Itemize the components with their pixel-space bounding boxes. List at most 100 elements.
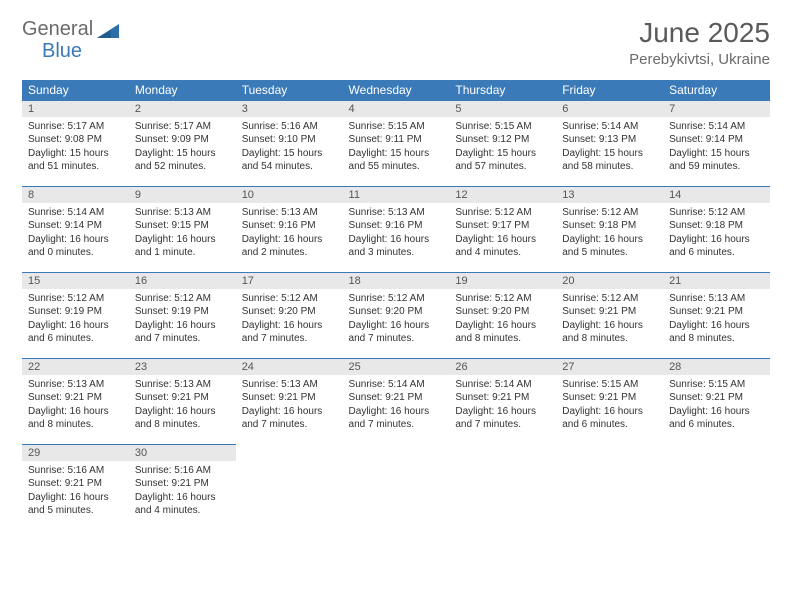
daylight1-text: Daylight: 16 hours xyxy=(242,233,337,247)
daylight1-text: Daylight: 16 hours xyxy=(455,233,550,247)
day-number: 9 xyxy=(129,186,236,203)
day-number: 20 xyxy=(556,272,663,289)
day-body: Sunrise: 5:13 AMSunset: 9:15 PMDaylight:… xyxy=(129,203,236,266)
sunset-text: Sunset: 9:18 PM xyxy=(562,219,657,233)
week-row: 1Sunrise: 5:17 AMSunset: 9:08 PMDaylight… xyxy=(22,100,770,186)
daylight2-text: and 52 minutes. xyxy=(135,160,230,174)
sunset-text: Sunset: 9:08 PM xyxy=(28,133,123,147)
day-number: 28 xyxy=(663,358,770,375)
sunset-text: Sunset: 9:13 PM xyxy=(562,133,657,147)
day-cell: 21Sunrise: 5:13 AMSunset: 9:21 PMDayligh… xyxy=(663,272,770,358)
day-cell: 30Sunrise: 5:16 AMSunset: 9:21 PMDayligh… xyxy=(129,444,236,530)
day-number: 11 xyxy=(343,186,450,203)
day-cell: 23Sunrise: 5:13 AMSunset: 9:21 PMDayligh… xyxy=(129,358,236,444)
daylight2-text: and 7 minutes. xyxy=(349,418,444,432)
daylight2-text: and 6 minutes. xyxy=(669,418,764,432)
day-number: 26 xyxy=(449,358,556,375)
day-cell: 8Sunrise: 5:14 AMSunset: 9:14 PMDaylight… xyxy=(22,186,129,272)
daylight1-text: Daylight: 16 hours xyxy=(349,405,444,419)
day-number: 5 xyxy=(449,100,556,117)
sunrise-text: Sunrise: 5:13 AM xyxy=(349,206,444,220)
day-cell: 2Sunrise: 5:17 AMSunset: 9:09 PMDaylight… xyxy=(129,100,236,186)
sunset-text: Sunset: 9:21 PM xyxy=(28,477,123,491)
day-body: Sunrise: 5:16 AMSunset: 9:21 PMDaylight:… xyxy=(22,461,129,524)
sunrise-text: Sunrise: 5:12 AM xyxy=(242,292,337,306)
daylight2-text: and 59 minutes. xyxy=(669,160,764,174)
day-cell: 7Sunrise: 5:14 AMSunset: 9:14 PMDaylight… xyxy=(663,100,770,186)
daylight2-text: and 7 minutes. xyxy=(455,418,550,432)
day-body: Sunrise: 5:12 AMSunset: 9:19 PMDaylight:… xyxy=(129,289,236,352)
day-number: 4 xyxy=(343,100,450,117)
sunset-text: Sunset: 9:21 PM xyxy=(562,305,657,319)
sunset-text: Sunset: 9:14 PM xyxy=(669,133,764,147)
daylight2-text: and 8 minutes. xyxy=(28,418,123,432)
daylight1-text: Daylight: 16 hours xyxy=(242,405,337,419)
day-cell: 12Sunrise: 5:12 AMSunset: 9:17 PMDayligh… xyxy=(449,186,556,272)
daylight2-text: and 58 minutes. xyxy=(562,160,657,174)
logo: General Blue xyxy=(22,18,119,41)
day-cell: 20Sunrise: 5:12 AMSunset: 9:21 PMDayligh… xyxy=(556,272,663,358)
sunrise-text: Sunrise: 5:12 AM xyxy=(562,206,657,220)
day-number: 2 xyxy=(129,100,236,117)
sunrise-text: Sunrise: 5:14 AM xyxy=(28,206,123,220)
daylight1-text: Daylight: 16 hours xyxy=(669,233,764,247)
sunrise-text: Sunrise: 5:14 AM xyxy=(562,120,657,134)
day-cell: 3Sunrise: 5:16 AMSunset: 9:10 PMDaylight… xyxy=(236,100,343,186)
day-number: 15 xyxy=(22,272,129,289)
day-number: 24 xyxy=(236,358,343,375)
daylight2-text: and 8 minutes. xyxy=(669,332,764,346)
week-row: 8Sunrise: 5:14 AMSunset: 9:14 PMDaylight… xyxy=(22,186,770,272)
day-body: Sunrise: 5:14 AMSunset: 9:14 PMDaylight:… xyxy=(22,203,129,266)
day-cell: 19Sunrise: 5:12 AMSunset: 9:20 PMDayligh… xyxy=(449,272,556,358)
sunrise-text: Sunrise: 5:12 AM xyxy=(135,292,230,306)
sunset-text: Sunset: 9:21 PM xyxy=(455,391,550,405)
logo-text-blue: Blue xyxy=(42,40,82,63)
logo-triangle-icon xyxy=(97,22,119,38)
daylight2-text: and 55 minutes. xyxy=(349,160,444,174)
dow-sunday: Sunday xyxy=(22,80,129,100)
daylight2-text: and 5 minutes. xyxy=(28,504,123,518)
day-body: Sunrise: 5:13 AMSunset: 9:16 PMDaylight:… xyxy=(236,203,343,266)
sunset-text: Sunset: 9:09 PM xyxy=(135,133,230,147)
sunrise-text: Sunrise: 5:15 AM xyxy=(562,378,657,392)
daylight1-text: Daylight: 16 hours xyxy=(455,405,550,419)
sunrise-text: Sunrise: 5:12 AM xyxy=(455,206,550,220)
daylight1-text: Daylight: 16 hours xyxy=(455,319,550,333)
day-number: 19 xyxy=(449,272,556,289)
sunrise-text: Sunrise: 5:12 AM xyxy=(455,292,550,306)
sunrise-text: Sunrise: 5:13 AM xyxy=(669,292,764,306)
sunrise-text: Sunrise: 5:15 AM xyxy=(455,120,550,134)
sunset-text: Sunset: 9:20 PM xyxy=(242,305,337,319)
empty-cell xyxy=(449,444,556,530)
week-row: 22Sunrise: 5:13 AMSunset: 9:21 PMDayligh… xyxy=(22,358,770,444)
sunset-text: Sunset: 9:21 PM xyxy=(349,391,444,405)
day-body: Sunrise: 5:14 AMSunset: 9:13 PMDaylight:… xyxy=(556,117,663,180)
daylight1-text: Daylight: 16 hours xyxy=(562,233,657,247)
sunrise-text: Sunrise: 5:12 AM xyxy=(349,292,444,306)
day-cell: 15Sunrise: 5:12 AMSunset: 9:19 PMDayligh… xyxy=(22,272,129,358)
daylight1-text: Daylight: 16 hours xyxy=(669,405,764,419)
day-cell: 26Sunrise: 5:14 AMSunset: 9:21 PMDayligh… xyxy=(449,358,556,444)
daylight1-text: Daylight: 15 hours xyxy=(562,147,657,161)
header: General Blue June 2025 Perebykivtsi, Ukr… xyxy=(22,18,770,68)
daylight2-text: and 8 minutes. xyxy=(135,418,230,432)
daylight2-text: and 3 minutes. xyxy=(349,246,444,260)
empty-cell xyxy=(556,444,663,530)
calendar-table: Sunday Monday Tuesday Wednesday Thursday… xyxy=(22,80,770,530)
day-body: Sunrise: 5:15 AMSunset: 9:11 PMDaylight:… xyxy=(343,117,450,180)
day-body: Sunrise: 5:12 AMSunset: 9:18 PMDaylight:… xyxy=(556,203,663,266)
sunrise-text: Sunrise: 5:13 AM xyxy=(135,378,230,392)
day-number: 22 xyxy=(22,358,129,375)
daylight1-text: Daylight: 16 hours xyxy=(28,233,123,247)
day-cell: 17Sunrise: 5:12 AMSunset: 9:20 PMDayligh… xyxy=(236,272,343,358)
day-body: Sunrise: 5:12 AMSunset: 9:19 PMDaylight:… xyxy=(22,289,129,352)
sunset-text: Sunset: 9:21 PM xyxy=(135,391,230,405)
day-body: Sunrise: 5:13 AMSunset: 9:21 PMDaylight:… xyxy=(22,375,129,438)
calendar-body: 1Sunrise: 5:17 AMSunset: 9:08 PMDaylight… xyxy=(22,100,770,530)
sunset-text: Sunset: 9:19 PM xyxy=(135,305,230,319)
sunset-text: Sunset: 9:10 PM xyxy=(242,133,337,147)
daylight2-text: and 1 minute. xyxy=(135,246,230,260)
daylight2-text: and 6 minutes. xyxy=(669,246,764,260)
sunrise-text: Sunrise: 5:13 AM xyxy=(28,378,123,392)
day-number: 6 xyxy=(556,100,663,117)
